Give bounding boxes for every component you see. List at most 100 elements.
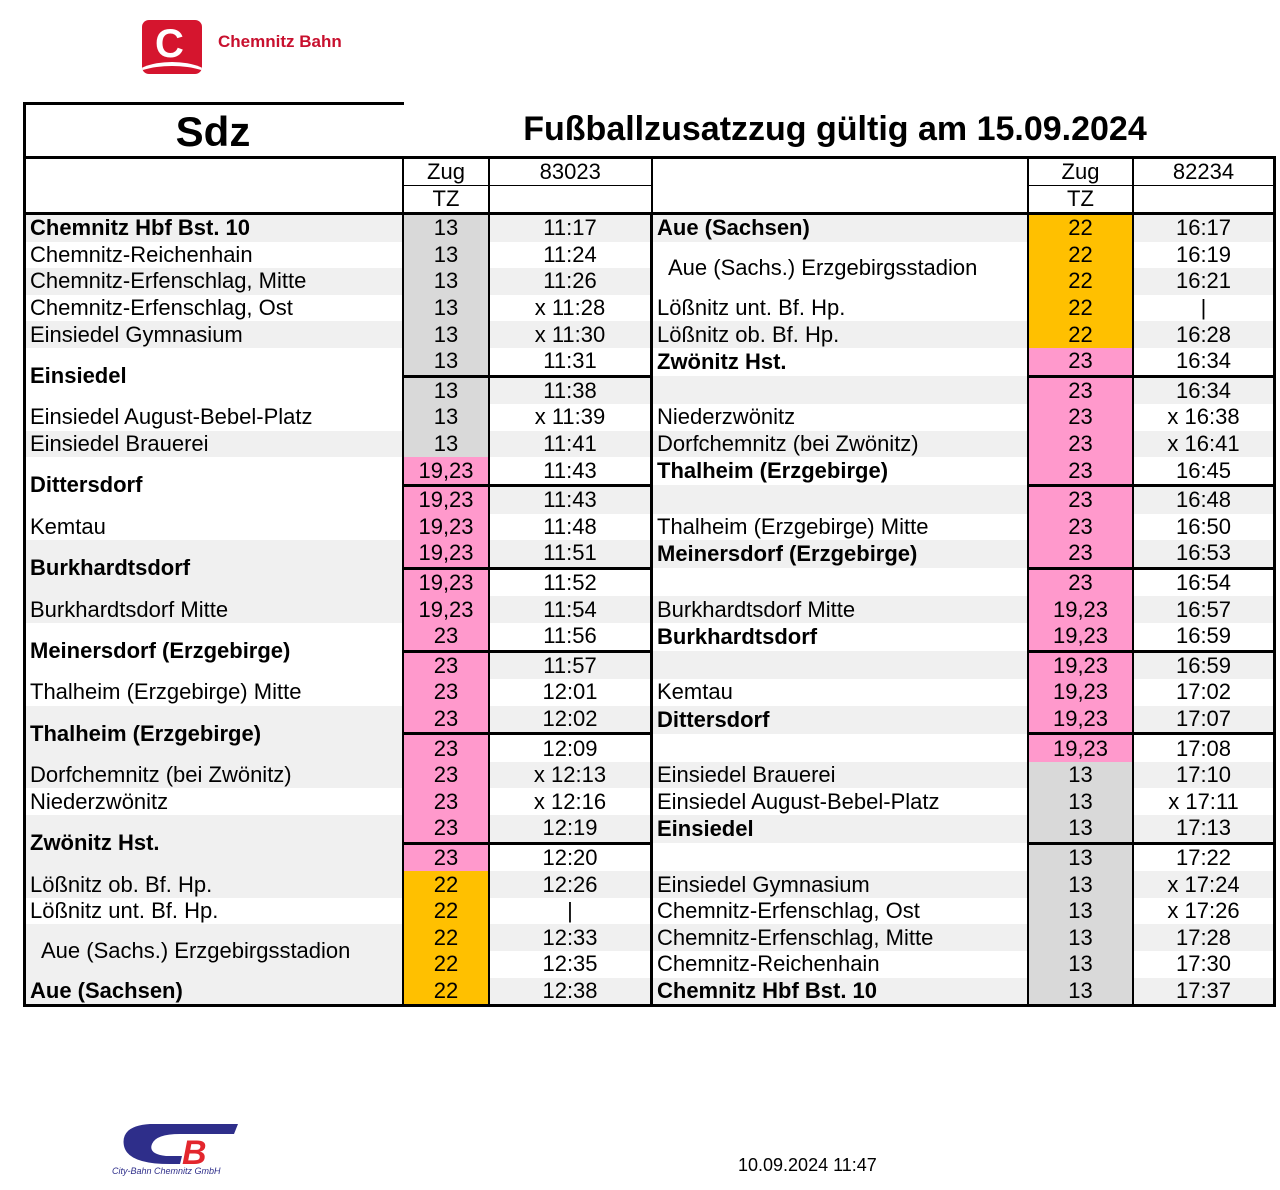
tz-right: 19,23 (1027, 679, 1134, 706)
time-right: 16:28 (1133, 321, 1276, 348)
station-left: Dittersdorf (23, 457, 403, 514)
time-right: 16:19 (1133, 241, 1276, 269)
station-left: Lößnitz ob. Bf. Hp. (23, 871, 403, 898)
tz-left: 22 (402, 871, 490, 898)
station-right: Thalheim (Erzgebirge) (650, 457, 1028, 486)
tz-right: 19,23 (1027, 596, 1134, 623)
time-right: 16:45 (1133, 457, 1276, 486)
station-left: Einsiedel Gymnasium (23, 321, 403, 348)
station-right: Burkhardtsdorf Mitte (650, 596, 1028, 623)
time-right: 16:17 (1133, 213, 1276, 242)
tz-left: 13 (402, 294, 490, 322)
time-left: 12:01 (489, 679, 653, 706)
table-row: Chemnitz-Erfenschlag, Mitte 13 11:26 22 16:2… (23, 268, 1276, 295)
time-right: 16:48 (1133, 483, 1276, 514)
table-row: Thalheim (Erzgebirge) Mitte 23 12:01 Kemtau… (23, 679, 1276, 706)
time-right: x 17:24 (1133, 871, 1276, 898)
time-left: x 12:13 (489, 761, 653, 789)
header-blank-right (651, 157, 1028, 214)
tz-right: 13 (1027, 951, 1134, 978)
tz-left: 13 (402, 374, 490, 405)
station-left: Einsiedel August-Bebel-Platz (23, 404, 403, 431)
station-right: Einsiedel Gymnasium (650, 871, 1028, 898)
tz-right: 23 (1027, 483, 1134, 514)
table-row: Einsiedel 13 11:31 Zwönitz Hst. 23 16:34 (23, 347, 1276, 405)
tz-left: 22 (402, 924, 490, 952)
station-right (650, 485, 1028, 514)
time-left: 12:09 (489, 732, 653, 762)
tz-right: 22 (1027, 213, 1134, 242)
station-left: Meinersdorf (Erzgebirge) (23, 622, 403, 680)
tz-right: 23 (1027, 430, 1134, 458)
station-left: Zwönitz Hst. (23, 815, 403, 872)
table-row: Lößnitz unt. Bf. Hp. 22 | Chemnitz-Erfensch… (23, 897, 1276, 925)
tz-left: 22 (402, 977, 490, 1006)
tz-right: 13 (1027, 815, 1134, 844)
time-left: 11:17 (489, 213, 653, 242)
tz-left: 13 (402, 404, 490, 431)
table-row: Aue (Sachs.) Erzgebirgsstadion 22 12:33 Che… (23, 924, 1276, 978)
station-right: Einsiedel Brauerei (650, 761, 1028, 789)
header-empty-right (1133, 185, 1276, 214)
station-right (650, 843, 1028, 872)
tz-left: 19,23 (402, 457, 490, 486)
tz-left: 23 (402, 679, 490, 706)
header-zug-left: Zug (402, 157, 490, 186)
table-row: Chemnitz-Erfenschlag, Ost 13 x 11:28 Lößnit… (23, 294, 1276, 322)
table-row: Meinersdorf (Erzgebirge) 23 11:56 Burkhardt… (23, 622, 1276, 680)
time-right: 17:30 (1133, 951, 1276, 978)
time-left: 11:31 (489, 347, 653, 377)
time-left: 12:38 (489, 977, 653, 1006)
tz-right: 23 (1027, 374, 1134, 405)
chemnitz-bahn-logo: C (142, 20, 202, 74)
time-left: 11:43 (489, 457, 653, 486)
station-right: Einsiedel (650, 815, 1028, 844)
table-row: Einsiedel Brauerei 13 11:41 Dorfchemnitz (b… (23, 430, 1276, 458)
table-row: 23 12:20 13 17:22 (25, 841, 1276, 872)
station-right: Dorfchemnitz (bei Zwönitz) (650, 430, 1028, 458)
page-title: Fußballzusatzzug gültig am 15.09.2024 (523, 110, 1147, 148)
time-right: x 17:11 (1133, 788, 1276, 816)
time-left: x 11:28 (489, 294, 653, 322)
table-row: Chemnitz Hbf Bst. 10 13 11:17 Aue (Sachsen)… (23, 213, 1276, 242)
tz-right: 19,23 (1027, 622, 1134, 651)
station-left: Kemtau (23, 513, 403, 541)
header-blank (23, 157, 403, 214)
time-left: x 12:16 (489, 788, 653, 816)
tz-left: 23 (402, 649, 490, 680)
station-right: Chemnitz-Erfenschlag, Ost (650, 897, 1028, 925)
table-row: Burkhardtsdorf 19,23 11:51 Meinersdorf (Erz… (23, 540, 1276, 597)
time-right: x 16:41 (1133, 430, 1276, 458)
city-bahn-logo: B (123, 1124, 238, 1172)
tz-left: 23 (402, 761, 490, 789)
tz-left: 13 (402, 213, 490, 242)
station-right: Zwönitz Hst. (650, 347, 1028, 377)
station-left: Aue (Sachsen) (23, 977, 403, 1006)
tz-left: 19,23 (402, 540, 490, 569)
time-left: 11:24 (489, 241, 653, 269)
time-left: 11:38 (489, 374, 653, 405)
station-left: Dorfchemnitz (bei Zwönitz) (23, 761, 403, 789)
company-name: City-Bahn Chemnitz GmbH (112, 1166, 221, 1176)
time-left: 12:33 (489, 924, 653, 952)
station-right: Niederzwönitz (650, 404, 1028, 431)
tz-right: 13 (1027, 897, 1134, 925)
tz-right: 13 (1027, 761, 1134, 789)
station-left: Chemnitz-Erfenschlag, Ost (23, 294, 403, 322)
tz-left: 23 (402, 815, 490, 844)
time-left: x 11:30 (489, 321, 653, 348)
table-row: Chemnitz-Reichenhain 13 11:24 Aue (Sachs.)… (23, 241, 1276, 295)
station-right: Burkhardtsdorf (650, 622, 1028, 651)
header-train-right: 82234 (1133, 157, 1276, 186)
time-left: x 11:39 (489, 404, 653, 431)
tz-right: 23 (1027, 513, 1134, 541)
time-right: 17:08 (1133, 732, 1276, 762)
time-left: 11:26 (489, 268, 653, 295)
table-row: Aue (Sachsen) 22 12:38 Chemnitz Hbf Bst. 10… (23, 977, 1276, 1006)
tz-left: 13 (402, 268, 490, 295)
tz-left: 13 (402, 347, 490, 377)
station-right: Aue (Sachsen) (650, 213, 1028, 242)
tz-right: 22 (1027, 241, 1134, 269)
tz-right: 22 (1027, 268, 1134, 295)
station-left: Aue (Sachs.) Erzgebirgsstadion (23, 924, 403, 978)
